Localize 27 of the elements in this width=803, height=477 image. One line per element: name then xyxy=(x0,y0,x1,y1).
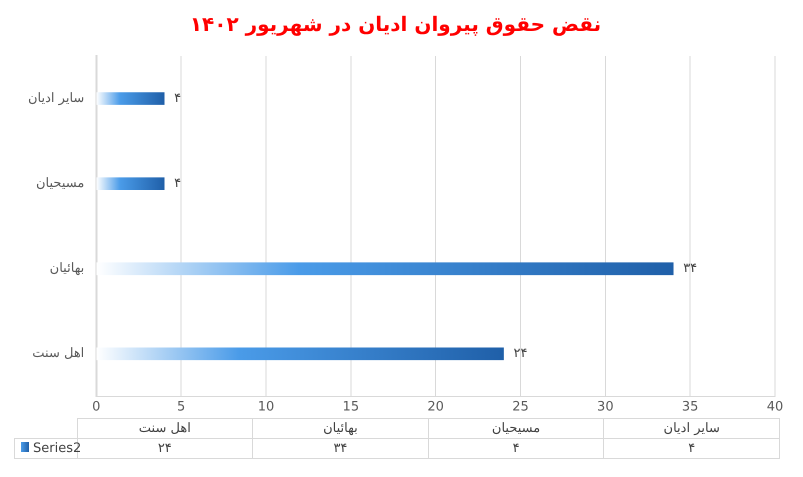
chart-title: نقض حقوق پیروان ادیان در شهریور ۱۴۰۲ xyxy=(190,12,602,36)
y-tick-label: اهل سنت xyxy=(32,346,84,362)
x-tick-label: 5 xyxy=(177,400,186,415)
text: ۴ xyxy=(688,441,696,456)
category-label: مسیحیان xyxy=(492,421,540,436)
x-tick-label: 25 xyxy=(512,400,529,415)
x-tick-label: 30 xyxy=(597,400,614,415)
legend-label: Series2 xyxy=(33,441,82,456)
x-tick-label: 20 xyxy=(427,400,444,415)
y-tick-label: بهائیان xyxy=(50,261,84,276)
data-label: ۳۴ xyxy=(683,261,698,276)
category-label: اهل سنت xyxy=(138,421,191,436)
y-tick-label: سایر ادیان xyxy=(28,90,84,106)
y-tick-label: مسیحیان xyxy=(36,176,84,192)
x-tick-label: 35 xyxy=(682,400,698,415)
text: ۲۴ xyxy=(158,441,172,456)
x-tick-label: 15 xyxy=(342,400,360,415)
category-label: سایر ادیان xyxy=(664,421,720,436)
x-tick-label: 10 xyxy=(258,400,274,415)
text: ۴ xyxy=(512,441,520,456)
data-label: ۴ xyxy=(174,90,182,106)
data-label: ۴ xyxy=(174,176,182,192)
text: ۳۴ xyxy=(333,441,348,456)
x-tick-label: 0 xyxy=(92,400,100,415)
data-label: ۲۴ xyxy=(514,346,528,362)
category-label: بهائیان xyxy=(323,421,358,436)
x-tick-label: 40 xyxy=(766,400,784,415)
